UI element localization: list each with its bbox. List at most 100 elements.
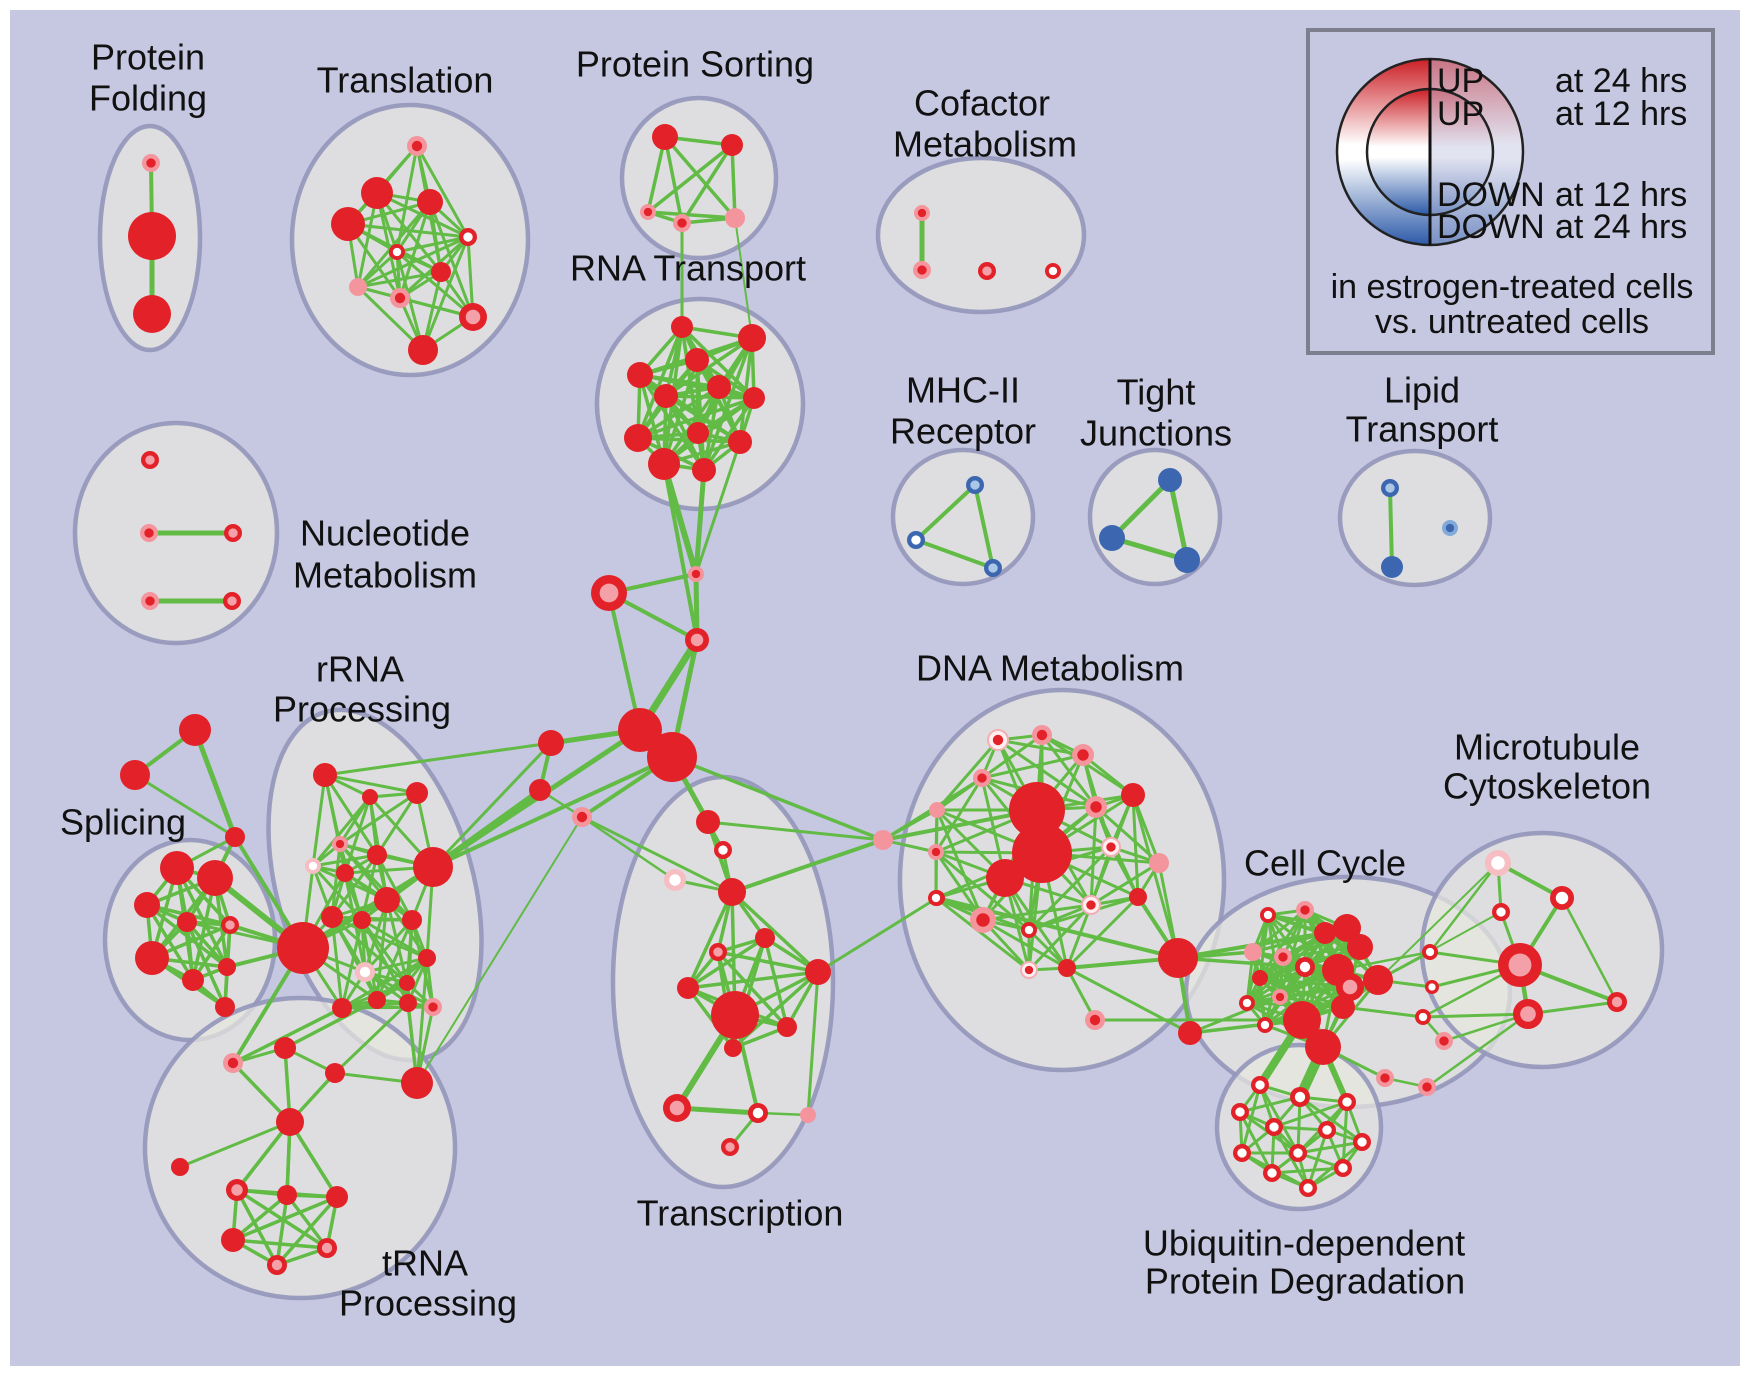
network-node-rr0 <box>313 763 337 787</box>
network-edge <box>636 396 756 440</box>
network-node-rr8 <box>353 911 371 929</box>
legend-term-2: DOWN <box>1437 176 1545 214</box>
nodes <box>120 124 1627 1275</box>
network-edge <box>580 815 677 882</box>
network-node-conn <box>873 830 893 850</box>
network-edge <box>333 1001 410 1075</box>
network-edge <box>285 1193 329 1250</box>
network-node-nm4 <box>223 592 241 610</box>
network-node-cc4 <box>1347 934 1373 960</box>
network-edge <box>1377 862 1499 981</box>
cluster-label-splicing: Splicing <box>60 802 186 843</box>
network-node-tj2 <box>1174 547 1200 573</box>
network-node-hub0 <box>618 708 662 752</box>
network-node-tsc3 <box>664 869 686 891</box>
network-node-ps1 <box>721 134 743 156</box>
network-edge <box>191 923 232 982</box>
network-edge <box>340 956 429 1010</box>
network-edge <box>914 538 995 570</box>
network-node-tsc15 <box>721 1138 739 1156</box>
network-node-dn19 <box>1085 1010 1105 1030</box>
network-edge <box>1341 1005 1425 1019</box>
network-node-tx5 <box>267 1255 287 1275</box>
network-node-ub10 <box>1263 1164 1281 1182</box>
network-node-ps3 <box>673 214 691 232</box>
cluster-ellipse-microtubule-cytoskeleton <box>1419 830 1665 1070</box>
network-edge <box>133 773 237 839</box>
network-edge <box>375 853 414 922</box>
network-node-ub6 <box>1353 1133 1371 1151</box>
network-edge <box>1167 477 1190 563</box>
network-node-rr15 <box>368 991 386 1009</box>
network-edge <box>646 210 737 220</box>
network-node-rt8 <box>624 424 652 452</box>
network-node-rrR <box>413 847 453 887</box>
network-node-tc2 <box>325 1063 345 1083</box>
network-edge <box>881 808 939 842</box>
network-node-tj0 <box>1158 468 1182 492</box>
network-edge <box>914 483 977 542</box>
network-node-cf1 <box>913 261 931 279</box>
network-edge <box>1065 966 1192 1035</box>
network-node-tx0 <box>226 1179 248 1201</box>
network-node-cc6 <box>1274 948 1292 966</box>
network-edge <box>283 998 379 1050</box>
network-node-rr2 <box>406 782 428 804</box>
network-node-tsc13 <box>748 1103 768 1123</box>
cluster-label-transcription: Transcription <box>637 1193 844 1234</box>
network-node-ub3 <box>1231 1103 1249 1121</box>
cluster-label-cell-cycle: Cell Cycle <box>1244 843 1406 884</box>
cluster-label-cofactor-metabolism: Cofactor <box>914 83 1050 124</box>
network-node-tsc6 <box>755 928 775 948</box>
network-node-tsc9 <box>805 959 831 985</box>
network-edge <box>686 890 734 990</box>
network-node-tx4 <box>317 1238 337 1258</box>
network-node-mt4 <box>1513 999 1543 1029</box>
network-edge <box>235 1188 279 1267</box>
network-node-tsc4 <box>718 878 746 906</box>
network-node-sp2 <box>134 892 160 918</box>
network-node-mh0 <box>966 476 984 494</box>
cluster-label-ubiquitin-degradation: Ubiquitin-dependent <box>1143 1223 1465 1264</box>
network-node-ub0 <box>1251 1076 1269 1094</box>
network-edge <box>311 795 372 868</box>
network-node-dn11 <box>928 890 944 906</box>
network-edge <box>1089 861 1161 907</box>
network-node-mtG <box>1498 943 1542 987</box>
network-edge <box>730 143 737 220</box>
network-node-mh2 <box>984 559 1002 577</box>
network-node-cc12 <box>1272 989 1288 1005</box>
network-edge <box>636 436 742 444</box>
network-node-rb <box>401 1067 433 1099</box>
network-node-rt5 <box>654 384 678 408</box>
network-node-rr17 <box>424 998 442 1016</box>
network-edge <box>340 1005 435 1010</box>
network-node-nm1 <box>140 524 158 542</box>
network-node-rrG <box>277 922 329 974</box>
network-node-ccG1 <box>1283 1001 1321 1039</box>
network-edge <box>934 896 1031 972</box>
network-node-ti <box>171 1158 189 1176</box>
cluster-ellipse-cofactor-metabolism <box>875 155 1087 315</box>
network-node-t1 <box>120 760 150 790</box>
cluster-label-nucleotide-metabolism: Metabolism <box>293 555 477 596</box>
network-node-cw2 <box>1415 1009 1431 1025</box>
legend-footer-1: vs. untreated cells <box>1375 303 1649 341</box>
network-node-t0 <box>179 714 211 746</box>
network-node-nm0 <box>141 451 159 469</box>
network-node-tr7 <box>349 278 367 296</box>
network-node-cc5 <box>1244 943 1262 961</box>
network-edge <box>996 738 1098 809</box>
network-edge <box>806 970 820 1117</box>
cluster-label-lipid-transport: Lipid <box>1384 370 1460 411</box>
network-node-tsc8 <box>677 977 699 999</box>
network-node-rr12 <box>399 975 415 991</box>
network-edge <box>1421 1012 1530 1019</box>
cluster-label-rna-transport: RNA Transport <box>570 248 806 289</box>
network-node-mt3 <box>1607 992 1627 1012</box>
network-edge <box>395 235 470 254</box>
network-edge <box>231 1238 329 1250</box>
network-node-dn5 <box>929 802 945 818</box>
network-node-sp8 <box>215 997 235 1017</box>
